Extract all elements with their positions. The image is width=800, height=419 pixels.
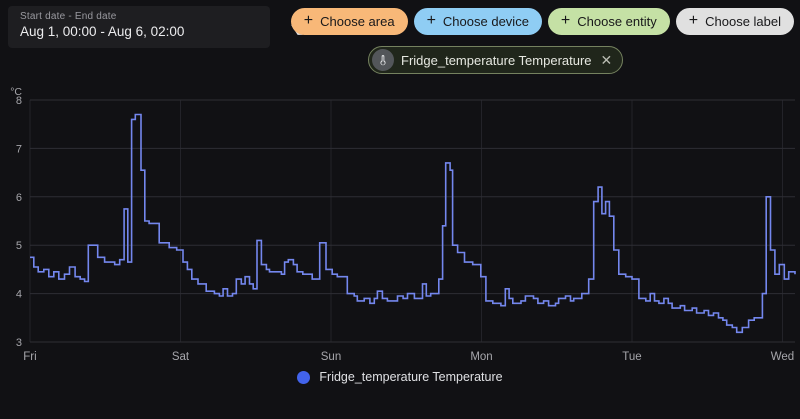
choose-device-button[interactable]: + Choose device [413,8,542,35]
filter-chips: + Choose area + Choose device + Choose e… [290,8,794,35]
plus-icon: + [688,12,699,29]
history-panel: Start date - End date Aug 1, 00:00 - Aug… [0,0,800,384]
x-tick-label: Sun [321,351,341,363]
legend-dot [297,370,311,384]
y-tick-label: 3 [16,337,22,349]
y-axis-unit: °C [10,86,22,98]
plus-icon: + [303,12,314,29]
thermometer-icon [372,49,394,71]
chart-legend[interactable]: Fridge_temperature Temperature [0,370,800,384]
choose-area-button[interactable]: + Choose area [290,8,408,35]
y-tick-label: 5 [16,240,22,252]
chip-label: Choose entity [577,14,657,29]
x-tick-label: Tue [622,351,641,363]
date-range-label: Start date - End date [20,11,117,22]
plus-icon: + [426,12,436,29]
choose-entity-button[interactable]: + Choose entity [547,8,670,35]
x-tick-label: Wed [771,351,794,363]
date-range-picker[interactable]: Start date - End date Aug 1, 00:00 - Aug… [8,6,270,48]
y-tick-label: 6 [16,192,22,204]
chart-area: 3 4 5 6 7 8 °C Fri Sat Sun Mon Tue Wed Fridge_temper… [0,86,800,384]
x-tick-label: Fri [23,351,36,363]
close-icon[interactable]: ✕ [600,51,613,68]
chip-label: Choose label [705,14,781,29]
chip-label: Choose device [442,14,529,29]
date-range-value: Aug 1, 00:00 - Aug 6, 02:00 [20,24,185,39]
entity-chip-label: Fridge_temperature Temperature [401,52,592,68]
legend-label: Fridge_temperature Temperature [319,370,503,384]
toolbar: Start date - End date Aug 1, 00:00 - Aug… [0,0,800,84]
chip-label: Choose area [320,14,395,29]
choose-label-button[interactable]: + Choose label [675,8,794,35]
selected-entity-chip[interactable]: Fridge_temperature Temperature ✕ [368,46,624,74]
x-tick-label: Mon [470,351,492,363]
y-tick-label: 7 [16,143,22,155]
temperature-history-chart[interactable]: 3 4 5 6 7 8°C Fri Sat Sun Mon Tue Wed [0,86,800,366]
series-line [30,113,796,334]
y-tick-label: 4 [16,289,22,301]
plus-icon: + [560,12,571,29]
x-tick-label: Sat [172,351,190,363]
y-tick-label: 8 [16,95,22,107]
